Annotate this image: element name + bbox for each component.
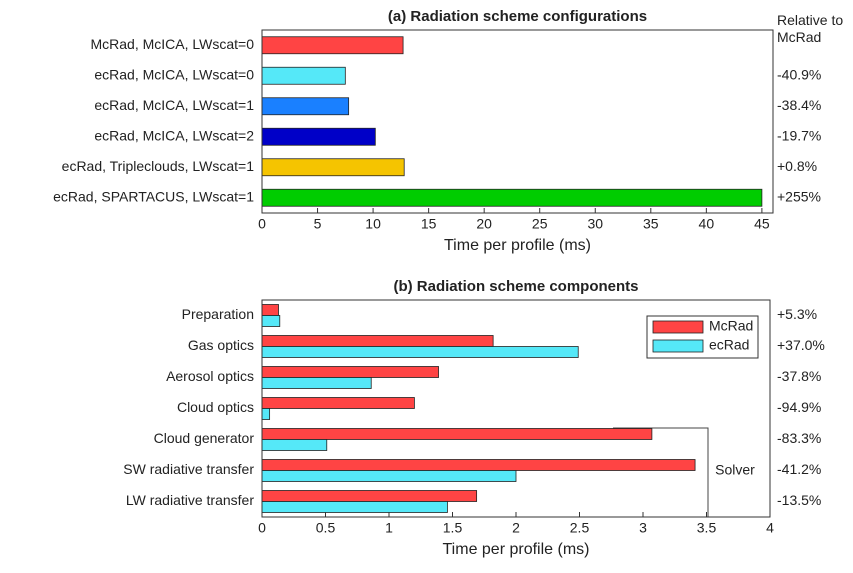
bar xyxy=(261,408,271,420)
relative-label: +0.8% xyxy=(777,158,817,174)
x-tick-label: 2 xyxy=(512,520,520,536)
x-tick-label: 2.5 xyxy=(570,520,590,536)
y-tick-label: Cloud optics xyxy=(177,399,254,415)
solver-bracket xyxy=(613,427,709,518)
bar xyxy=(261,428,653,440)
relative-label: -19.7% xyxy=(777,127,821,143)
bar xyxy=(261,501,448,513)
y-tick-label: ecRad, McICA, LWscat=2 xyxy=(94,127,254,143)
x-tick-label: 1 xyxy=(385,520,393,536)
relative-label: -41.2% xyxy=(777,461,821,477)
legend-label: McRad xyxy=(709,318,753,334)
x-tick-label: 4 xyxy=(766,520,774,536)
plot-frame xyxy=(261,29,774,214)
x-tick-label: 3.5 xyxy=(697,520,717,536)
x-tick-label: 15 xyxy=(421,216,437,232)
x-tick-label: 45 xyxy=(754,216,770,232)
relative-label: -37.8% xyxy=(777,368,821,384)
x-tick-label: 1.5 xyxy=(443,520,463,536)
bar xyxy=(261,158,405,177)
x-tick-label: 0 xyxy=(258,520,266,536)
bar xyxy=(261,377,372,389)
bar xyxy=(261,335,494,347)
y-tick-label: LW radiative transfer xyxy=(126,492,254,508)
y-tick-label: ecRad, McICA, LWscat=0 xyxy=(94,66,254,82)
relative-label: +37.0% xyxy=(777,337,825,353)
x-tick-label: 10 xyxy=(365,216,381,232)
bar xyxy=(261,470,517,482)
x-tick-label: 0 xyxy=(258,216,266,232)
legend-swatch xyxy=(652,339,704,353)
bar xyxy=(261,36,404,55)
bar xyxy=(261,397,415,409)
x-tick-label: 20 xyxy=(476,216,492,232)
bar xyxy=(261,490,478,502)
bar xyxy=(261,304,279,316)
bar xyxy=(261,97,350,116)
bar xyxy=(261,315,281,327)
y-tick-label: ecRad, Tripleclouds, LWscat=1 xyxy=(62,158,255,174)
x-tick-label: 35 xyxy=(643,216,659,232)
bar xyxy=(261,346,579,358)
bar xyxy=(261,459,696,471)
bar xyxy=(261,188,763,207)
x-tick-label: 25 xyxy=(532,216,548,232)
relative-label: -94.9% xyxy=(777,399,821,415)
y-tick-label: ecRad, McICA, LWscat=1 xyxy=(94,97,254,113)
x-axis-label: Time per profile (ms) xyxy=(443,541,590,558)
x-tick-label: 5 xyxy=(314,216,322,232)
relative-label: +5.3% xyxy=(777,306,817,322)
y-tick-label: Preparation xyxy=(182,306,254,322)
plot-frame xyxy=(261,299,771,518)
chart-title: (b) Radiation scheme components xyxy=(393,278,638,295)
x-tick-label: 3 xyxy=(639,520,647,536)
x-axis-label: Time per profile (ms) xyxy=(444,237,591,254)
y-tick-label: SW radiative transfer xyxy=(123,461,254,477)
bar xyxy=(261,127,376,146)
bar xyxy=(261,366,439,378)
y-tick-label: Aerosol optics xyxy=(166,368,254,384)
bar xyxy=(261,439,328,451)
x-tick-label: 30 xyxy=(587,216,603,232)
relative-label: -83.3% xyxy=(777,430,821,446)
y-tick-label: ecRad, SPARTACUS, LWscat=1 xyxy=(53,188,254,204)
relative-label: +255% xyxy=(777,188,821,204)
chart-title: (a) Radiation scheme configurations xyxy=(388,8,647,25)
y-tick-label: McRad, McICA, LWscat=0 xyxy=(90,36,254,52)
legend-swatch xyxy=(652,320,704,334)
legend-label: ecRad xyxy=(709,337,749,353)
y-tick-label: Cloud generator xyxy=(154,430,255,446)
relative-label: -40.9% xyxy=(777,66,821,82)
y-tick-label: Gas optics xyxy=(188,337,254,353)
relative-label: -38.4% xyxy=(777,97,821,113)
relative-label: -13.5% xyxy=(777,492,821,508)
x-tick-label: 0.5 xyxy=(316,520,336,536)
x-tick-label: 40 xyxy=(699,216,715,232)
annotation: Solver xyxy=(715,462,755,478)
relative-header: Relative to McRad xyxy=(777,12,844,45)
bar xyxy=(261,66,346,85)
